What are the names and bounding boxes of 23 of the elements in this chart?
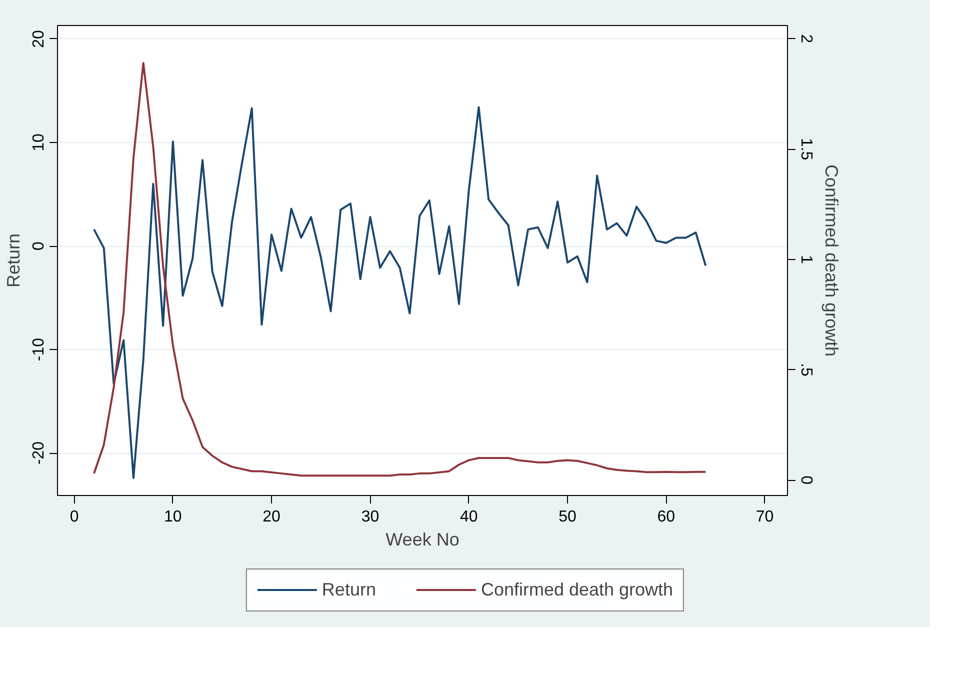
y2-axis-title: Confirmed death growth	[822, 164, 842, 357]
y-tick-label: 10	[30, 133, 48, 152]
x-tick-label: 60	[657, 508, 676, 526]
y2-tick-label: .5	[798, 363, 814, 376]
y-axis-title: Return	[4, 233, 24, 288]
x-tick-label: 40	[460, 508, 478, 526]
x-tick-label: 20	[262, 508, 281, 526]
x-tick-label: 50	[558, 508, 577, 526]
y-tick-label: -10	[30, 338, 48, 362]
x-tick-label: 30	[361, 508, 380, 526]
legend-label: Return	[322, 579, 376, 600]
y2-tick-label: 2	[798, 34, 814, 44]
x-tick-label: 10	[164, 508, 182, 526]
y2-tick-label: 0	[798, 476, 814, 485]
y2-tick-label: 1.5	[798, 138, 814, 160]
x-tick-label: 70	[756, 508, 774, 526]
y-tick-label: 20	[30, 30, 48, 48]
x-tick-label: 0	[70, 508, 79, 526]
legend-label: Confirmed death growth	[480, 579, 674, 600]
y-tick-label: -20	[30, 441, 48, 465]
x-axis-title: Week No	[386, 530, 460, 550]
y2-tick-label: 1	[798, 254, 814, 264]
y-tick-label: 0	[30, 241, 48, 250]
